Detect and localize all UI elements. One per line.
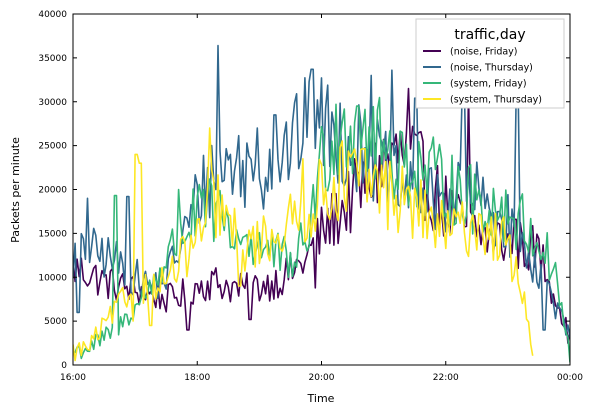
- series-layer: [73, 44, 570, 363]
- x-tick-label: 22:00: [433, 373, 459, 383]
- y-tick-label: 40000: [38, 10, 67, 20]
- series-line: [73, 87, 570, 344]
- y-tick-label: 20000: [38, 186, 67, 196]
- y-tick-label: 15000: [38, 229, 67, 239]
- y-tick-label: 30000: [38, 98, 67, 108]
- y-tick-label: 0: [61, 361, 67, 371]
- x-axis: 16:00 18:00 20:00 22:00 00:00: [60, 14, 583, 383]
- legend-entry-label: (noise, Friday): [450, 47, 518, 58]
- y-axis: 0 5000 10000 15000 20000 25000 30000 35000 40000: [38, 10, 570, 371]
- legend-box: [415, 18, 565, 109]
- y-tick-label: 25000: [38, 142, 67, 152]
- x-tick-label: 16:00: [60, 373, 86, 383]
- legend-entry-label: (noise, Thursday): [450, 63, 533, 74]
- series-line: [73, 44, 570, 338]
- y-tick-label: 10000: [38, 273, 67, 283]
- y-tick-label: 5000: [44, 317, 67, 327]
- x-tick-label: 18:00: [184, 373, 210, 383]
- legend-entry-label: (system, Friday): [450, 79, 527, 90]
- legend-entry-label: (system, Thursday): [450, 95, 542, 106]
- x-tick-label: 20:00: [309, 373, 335, 383]
- legend: traffic,day (noise, Friday) (noise, Thurs…: [415, 18, 565, 109]
- y-axis-label: Packets per minute: [9, 137, 22, 243]
- x-axis-label: Time: [307, 392, 335, 405]
- series-line: [73, 127, 534, 362]
- y-tick-label: 35000: [38, 54, 67, 64]
- x-tick-label: 00:00: [557, 373, 583, 383]
- legend-title: traffic,day: [454, 27, 525, 43]
